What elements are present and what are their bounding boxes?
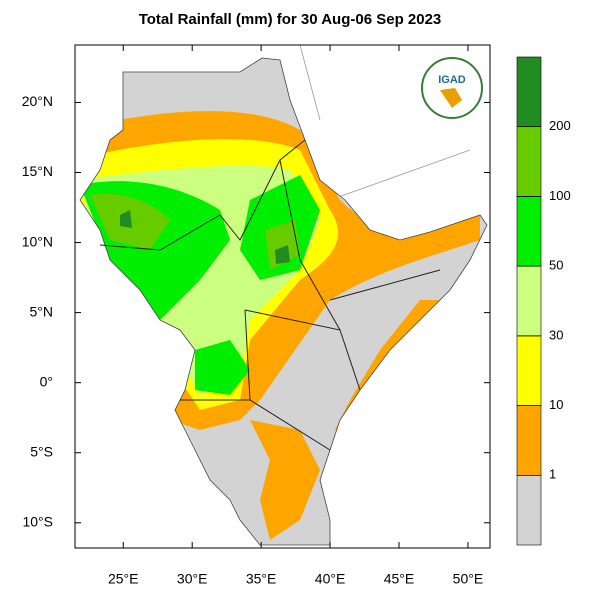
colorbar-swatch <box>516 405 542 476</box>
y-tick-label: 0° <box>40 373 53 389</box>
colorbar-swatch <box>516 56 542 128</box>
axis-ticks: 25°E 30°E 35°E 40°E 45°E 50°E 20°N 15°N 10°N 5°N 0… <box>22 45 490 587</box>
colorbar-swatch <box>516 126 542 197</box>
colorbar-label: 200 <box>549 118 571 133</box>
logo: IGAD <box>421 57 483 119</box>
colorbar-swatch <box>516 265 542 337</box>
map-title: Total Rainfall (mm) for 30 Aug-06 Sep 20… <box>139 11 442 28</box>
rain-10 <box>250 420 320 540</box>
y-tick-label: 10°S <box>22 513 53 529</box>
x-tick-label: 35°E <box>246 571 277 587</box>
y-tick-label: 10°N <box>22 233 53 249</box>
colorbar-label: 50 <box>549 258 563 273</box>
y-tick-label: 20°N <box>22 93 53 109</box>
colorbar-swatch <box>516 474 542 546</box>
land-outline <box>79 57 488 546</box>
logo-badge <box>421 57 483 119</box>
y-tick-label: 15°N <box>22 163 53 179</box>
rain-max <box>275 245 290 264</box>
rain-max <box>120 210 132 228</box>
colorbar-label: 30 <box>549 327 563 342</box>
colorbar-label: 100 <box>549 188 571 203</box>
borders <box>99 139 441 451</box>
x-tick-label: 45°E <box>384 571 415 587</box>
coastline <box>299 44 321 121</box>
rainfall-field <box>80 58 487 545</box>
logo-text: IGAD <box>438 74 466 86</box>
colorbar-label: 1 <box>549 467 556 482</box>
colorbar-swatch <box>516 196 542 267</box>
colorbar-label: 10 <box>549 397 563 412</box>
x-tick-label: 30°E <box>177 571 208 587</box>
rain-100 <box>195 340 250 395</box>
coastline <box>329 149 471 201</box>
x-tick-label: 25°E <box>108 571 139 587</box>
map-frame <box>74 44 491 549</box>
rain-200 <box>265 220 300 270</box>
map-area <box>79 44 488 546</box>
logo-shape <box>440 88 462 108</box>
x-tick-label: 50°E <box>453 571 484 587</box>
y-tick-label: 5°N <box>30 303 54 319</box>
colorbar: 1 10 30 50 100 200 <box>516 56 571 546</box>
colorbar-swatch <box>516 335 542 406</box>
x-tick-label: 40°E <box>315 571 346 587</box>
y-tick-label: 5°S <box>30 443 53 459</box>
